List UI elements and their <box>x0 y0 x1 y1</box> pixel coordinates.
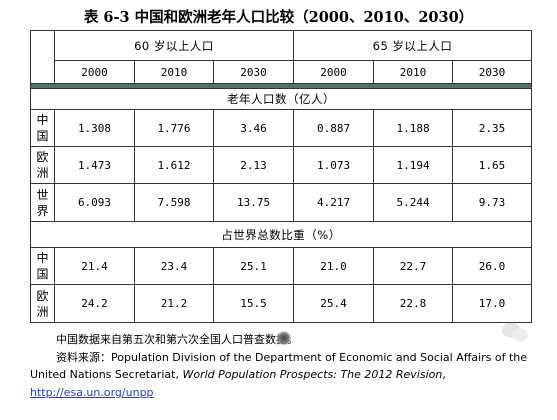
table-cell: 1.308 <box>54 109 135 147</box>
source-text: United Nations Secretariat, <box>30 368 183 381</box>
smudge-mark <box>277 331 291 345</box>
table-cell: 1.194 <box>373 146 454 184</box>
year-header: 2010 <box>373 60 454 84</box>
year-header: 2030 <box>212 60 295 84</box>
table-cell: 25.4 <box>293 284 375 323</box>
source-text: Population Division of the Department of… <box>111 350 528 364</box>
table-cell: 6.093 <box>54 183 135 222</box>
table-row: 中国 21.4 23.4 25.1 21.0 22.7 26.0 <box>30 247 533 285</box>
table-cell: 1.776 <box>134 109 214 147</box>
note-line: 中国数据来自第五次和第六次全国人口普查数据。 <box>56 333 298 346</box>
source-line: 资料来源：Population Division of the Departme… <box>30 349 540 367</box>
table-cell: 15.5 <box>212 284 295 323</box>
table-cell: 7.598 <box>134 183 214 222</box>
table-cell: 21.0 <box>293 247 375 285</box>
source-title: World Population Prospects: The 2012 Rev… <box>182 368 443 381</box>
corner-cell <box>30 30 55 84</box>
table-notes: 中国数据来自第五次和第六次全国人口普查数据。 资料来源：Population D… <box>30 331 540 401</box>
row-label-europe: 欧洲 <box>30 146 55 184</box>
table-cell: 1.473 <box>54 146 135 184</box>
table-row: 世界 6.093 7.598 13.75 4.217 5.244 9.73 <box>30 183 533 222</box>
year-header: 2000 <box>293 60 375 84</box>
table-cell: 22.7 <box>373 247 454 285</box>
table-cell: 1.612 <box>134 146 214 184</box>
row-label-europe: 欧洲 <box>30 284 55 323</box>
table-cell: 24.2 <box>54 284 135 323</box>
table-cell: 21.2 <box>134 284 214 323</box>
year-header: 2000 <box>54 60 135 84</box>
table-cell: 1.188 <box>373 109 454 147</box>
table-title: 表 6-3 中国和欧洲老年人口比较（2000、2010、2030） <box>83 9 474 26</box>
table-cell: 25.1 <box>212 247 295 285</box>
table-row: 中国 1.308 1.776 3.46 0.887 1.188 2.35 <box>30 109 533 147</box>
table-cell: 5.244 <box>373 183 454 222</box>
year-header: 2030 <box>452 60 533 84</box>
table-cell: 2.35 <box>452 109 533 147</box>
source-link[interactable]: http://esa.un.org/unpp <box>30 385 154 399</box>
source-text: , <box>442 368 446 381</box>
table-cell: 1.65 <box>452 146 533 184</box>
group-header-60plus: 60 岁以上人口 <box>53 30 295 61</box>
group-header-65plus: 65 岁以上人口 <box>293 30 533 61</box>
watermark-icon <box>502 322 528 342</box>
table-cell: 22.8 <box>373 284 454 323</box>
table-row: 欧洲 1.473 1.612 2.13 1.073 1.194 1.65 <box>30 146 533 184</box>
table-cell: 26.0 <box>452 247 533 285</box>
source-prefix: 资料来源： <box>56 350 111 364</box>
table-cell: 4.217 <box>293 183 375 222</box>
table-cell: 17.0 <box>452 284 533 323</box>
row-label-china: 中国 <box>30 109 55 147</box>
table-cell: 9.73 <box>452 183 533 222</box>
table-cell: 1.073 <box>293 146 375 184</box>
year-header: 2010 <box>134 60 214 84</box>
source-line-2: United Nations Secretariat, World Popula… <box>30 366 540 384</box>
row-label-world: 世界 <box>30 183 55 222</box>
table-row: 欧洲 24.2 21.2 15.5 25.4 22.8 17.0 <box>30 284 533 323</box>
row-label-china: 中国 <box>30 247 55 285</box>
table-cell: 3.46 <box>212 109 295 147</box>
table-cell: 21.4 <box>54 247 135 285</box>
section-header-count: 老年人口数（亿人） <box>29 88 533 110</box>
table-cell: 2.13 <box>212 146 295 184</box>
data-table: 60 岁以上人口 65 岁以上人口 2000 2010 2030 2000 20… <box>29 30 533 323</box>
table-cell: 0.887 <box>293 109 375 147</box>
section-header-share: 占世界总数比重（%） <box>29 221 533 248</box>
table-cell: 23.4 <box>134 247 214 285</box>
table-cell: 13.75 <box>212 183 295 222</box>
